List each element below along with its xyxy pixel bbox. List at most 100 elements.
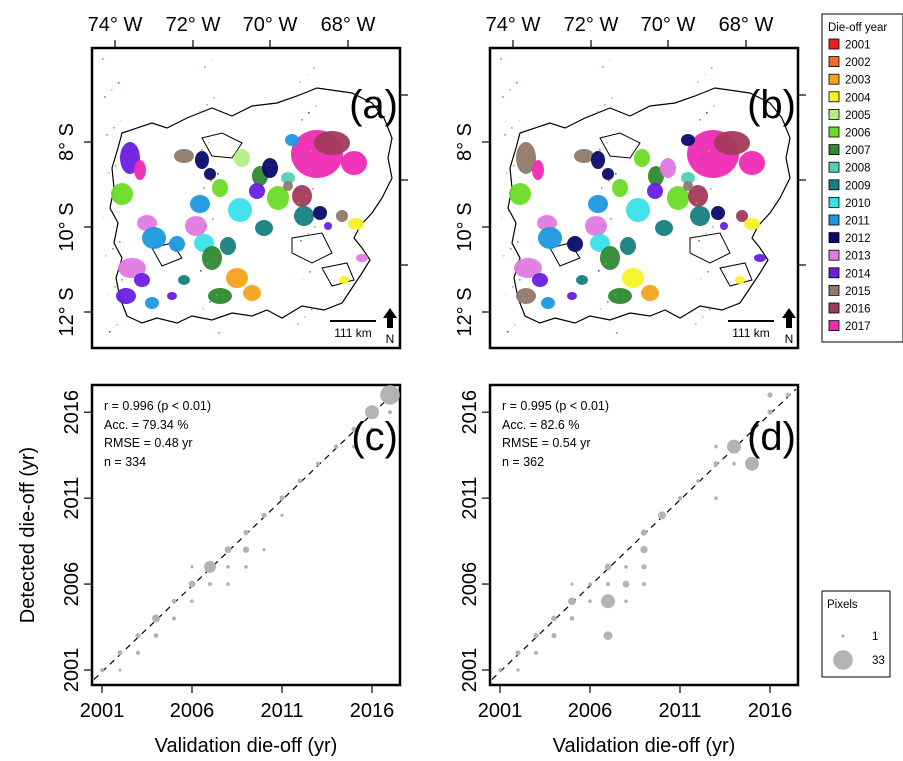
legend-label: 2011 xyxy=(845,216,870,228)
dieoff-pixel xyxy=(501,217,503,219)
dieoff-pixel xyxy=(115,165,117,167)
dieoff-pixel xyxy=(712,226,714,228)
stat-n: n = 334 xyxy=(104,455,146,469)
scatter-c-axes: 2001 2006 2011 2016 2001 2006 2011 2016 xyxy=(61,390,394,722)
dieoff-patch xyxy=(622,268,644,288)
y-tick-label: 2011 xyxy=(459,477,481,520)
data-point xyxy=(365,405,379,420)
lat-tick-label: 8° S xyxy=(454,123,476,161)
scatter-d-points xyxy=(498,392,791,672)
region-outline xyxy=(109,87,393,324)
dieoff-patch xyxy=(735,276,745,284)
dieoff-patch xyxy=(532,160,544,180)
dieoff-patch xyxy=(208,288,232,304)
map-b-dieoff-patches xyxy=(500,58,791,334)
lon-tick-label: 74° W xyxy=(88,14,143,36)
dieoff-patch xyxy=(142,227,166,249)
legend-swatch xyxy=(828,73,840,85)
scale-bar-a: 111 km xyxy=(330,320,376,340)
dieoff-patch xyxy=(134,160,146,180)
dieoff-patch xyxy=(116,288,136,304)
dieoff-pixel xyxy=(616,332,618,334)
dieoff-pixel xyxy=(107,293,109,295)
dieoff-pixel xyxy=(599,149,601,151)
dieoff-pixel xyxy=(217,173,219,175)
legend-label: 2003 xyxy=(845,75,871,87)
data-point xyxy=(569,616,575,621)
pixels-legend-box xyxy=(821,590,891,678)
legend-label: 2017 xyxy=(845,321,871,333)
data-point xyxy=(641,564,647,570)
data-point xyxy=(604,563,612,571)
dieoff-patch xyxy=(339,276,349,284)
scale-bar-label: 111 km xyxy=(334,326,372,340)
dieoff-pixel xyxy=(105,255,107,257)
legend-swatch xyxy=(828,267,840,279)
dieoff-pixel xyxy=(597,111,599,113)
data-point xyxy=(351,426,357,432)
dieoff-pixel xyxy=(311,309,313,311)
x-tick-label: 2001 xyxy=(478,700,523,722)
dieoff-patch xyxy=(348,218,364,230)
legend-swatch xyxy=(828,249,840,261)
data-point xyxy=(117,650,123,656)
dieoff-pixel xyxy=(503,255,505,257)
dieoff-patch xyxy=(648,166,664,186)
data-point xyxy=(190,565,194,569)
data-point xyxy=(732,461,736,466)
legend-label: 2015 xyxy=(845,286,871,298)
dieoff-pixel xyxy=(114,286,116,288)
stat-accuracy: Acc. = 82.6 % xyxy=(502,418,579,432)
dieoff-pixel xyxy=(713,105,715,107)
dieoff-patch xyxy=(118,258,146,278)
data-point xyxy=(713,461,719,467)
data-point xyxy=(714,496,718,500)
scatter-panel-d: r = 0.995 (p < 0.01) Acc. = 82.6 % RMSE … xyxy=(459,383,800,757)
dieoff-pixel xyxy=(512,286,514,288)
dieoff-pixel xyxy=(213,97,215,99)
legend-swatch xyxy=(828,302,840,314)
region-outline xyxy=(151,132,355,287)
dieoff-pixel xyxy=(117,203,119,205)
x-tick-label: 2006 xyxy=(170,700,215,722)
legend-label: 2016 xyxy=(845,304,871,316)
dieoff-pixel xyxy=(518,120,520,122)
y-axis-label: Detected die-off (yr) xyxy=(17,447,39,623)
dieoff-pixel xyxy=(206,104,208,106)
pixels-legend: Pixels 1 33 xyxy=(821,590,891,678)
dieoff-pixel xyxy=(519,279,521,281)
dieoff-pixel xyxy=(610,218,612,220)
data-point xyxy=(190,599,194,604)
dieoff-patch xyxy=(754,254,766,262)
dieoff-pixel xyxy=(601,187,603,189)
dieoff-patch xyxy=(178,275,190,285)
region-outline xyxy=(549,132,753,287)
dieoff-patch xyxy=(204,168,216,180)
scale-bar-b: 111 km xyxy=(728,320,774,340)
legend-label: 2001 xyxy=(845,40,871,52)
dieoff-pixel xyxy=(312,188,314,190)
y-tick-label: 2001 xyxy=(61,648,83,693)
map-a-lon-ticks: 74° W 72° W 70° W 68° W xyxy=(88,14,375,48)
data-point xyxy=(380,385,400,405)
dieoff-pixel xyxy=(110,210,112,212)
panel-label-b: (b) xyxy=(747,83,796,127)
legend-label: 2002 xyxy=(845,57,871,69)
dieoff-pixel xyxy=(614,294,616,296)
dieoff-pixel xyxy=(118,82,120,84)
data-point xyxy=(280,513,284,517)
dieoff-pixel xyxy=(700,278,702,280)
stat-r: r = 0.995 (p < 0.01) xyxy=(502,399,609,413)
dieoff-pixel xyxy=(607,301,609,303)
dieoff-pixel xyxy=(106,134,108,136)
scatter-c-frame xyxy=(90,383,402,687)
data-point xyxy=(603,631,613,641)
data-point xyxy=(641,581,647,587)
dieoff-patch xyxy=(736,210,748,222)
lat-tick-label: 8° S xyxy=(56,123,78,161)
dieoff-patch xyxy=(541,297,555,309)
legend-swatch xyxy=(828,179,840,191)
data-point xyxy=(262,548,266,552)
dieoff-patch xyxy=(739,151,765,175)
